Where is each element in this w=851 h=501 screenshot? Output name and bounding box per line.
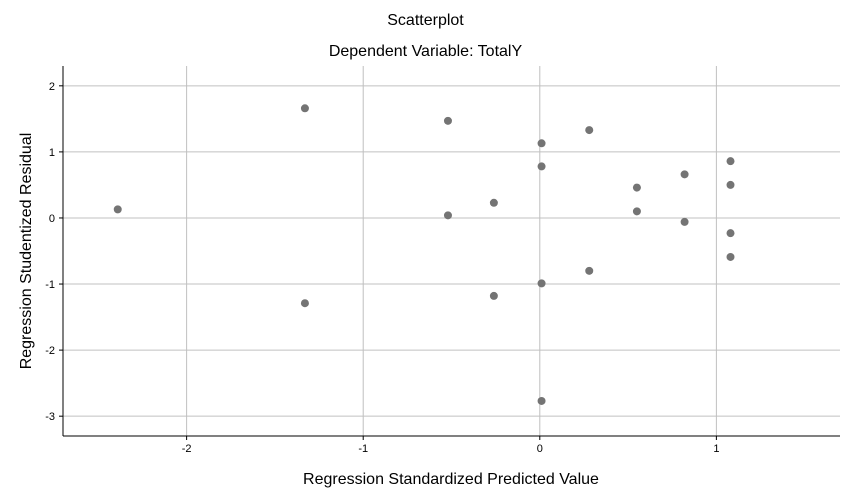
data-point [443,211,452,220]
y-tick-label: -3 [45,411,55,423]
y-tick-label: -2 [45,345,55,357]
data-point [726,180,735,189]
x-tick-label: 1 [713,443,719,455]
y-axis-label: Regression Studentized Residual [18,133,35,370]
data-point [680,170,689,179]
x-tick-label: -1 [358,443,368,455]
data-point [585,126,594,135]
data-point [537,396,546,405]
data-point [300,104,309,113]
y-tick-label: 2 [49,81,55,93]
data-point [489,291,498,300]
chart-subtitle: Dependent Variable: TotalY [328,43,523,60]
grid-lines [63,66,840,436]
y-tick-label: 0 [49,213,55,225]
x-tick-label: 0 [537,443,543,455]
x-tick-label: -2 [182,443,192,455]
data-point [300,299,309,308]
data-point [113,205,122,214]
data-point [680,217,689,226]
data-point [537,162,546,171]
x-axis-label: Regression Standardized Predicted Value [303,471,599,488]
data-point [726,252,735,261]
data-point [537,139,546,148]
y-tick-label: 1 [49,147,55,159]
data-point [537,279,546,288]
y-tick-label: -1 [45,279,55,291]
data-points [113,104,735,405]
chart-title: Scatterplot [387,12,464,29]
data-point [632,183,641,192]
tick-labels: -2 -1 0 1 -3 -2 -1 0 1 2 [45,81,719,455]
data-point [585,266,594,275]
data-point [726,157,735,166]
data-point [632,207,641,216]
data-point [726,229,735,238]
data-point [489,198,498,207]
data-point [443,116,452,125]
axes [59,66,840,440]
